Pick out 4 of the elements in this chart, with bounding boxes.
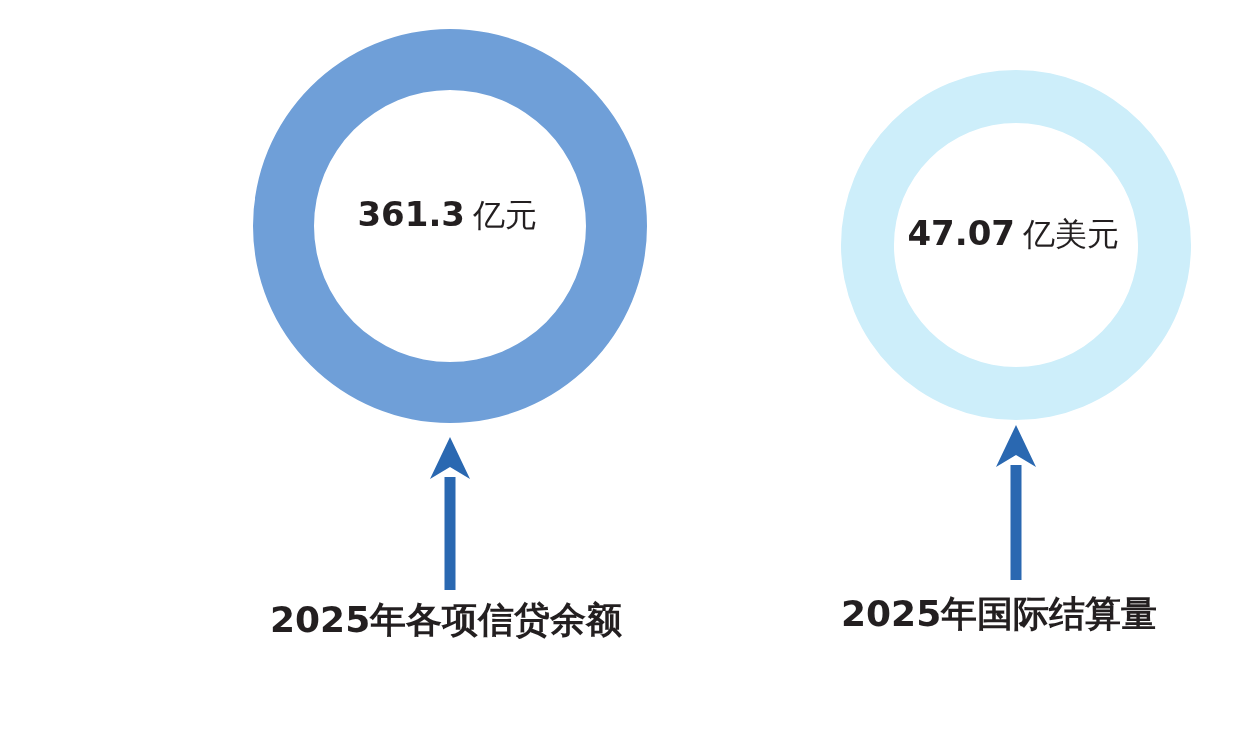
text: 2025年各项信贷余额 [270, 598, 623, 640]
text: 2025年国际结算量 [841, 593, 1158, 634]
data-label: 361.3 [357, 194, 465, 234]
text: 亿元 [472, 196, 537, 234]
